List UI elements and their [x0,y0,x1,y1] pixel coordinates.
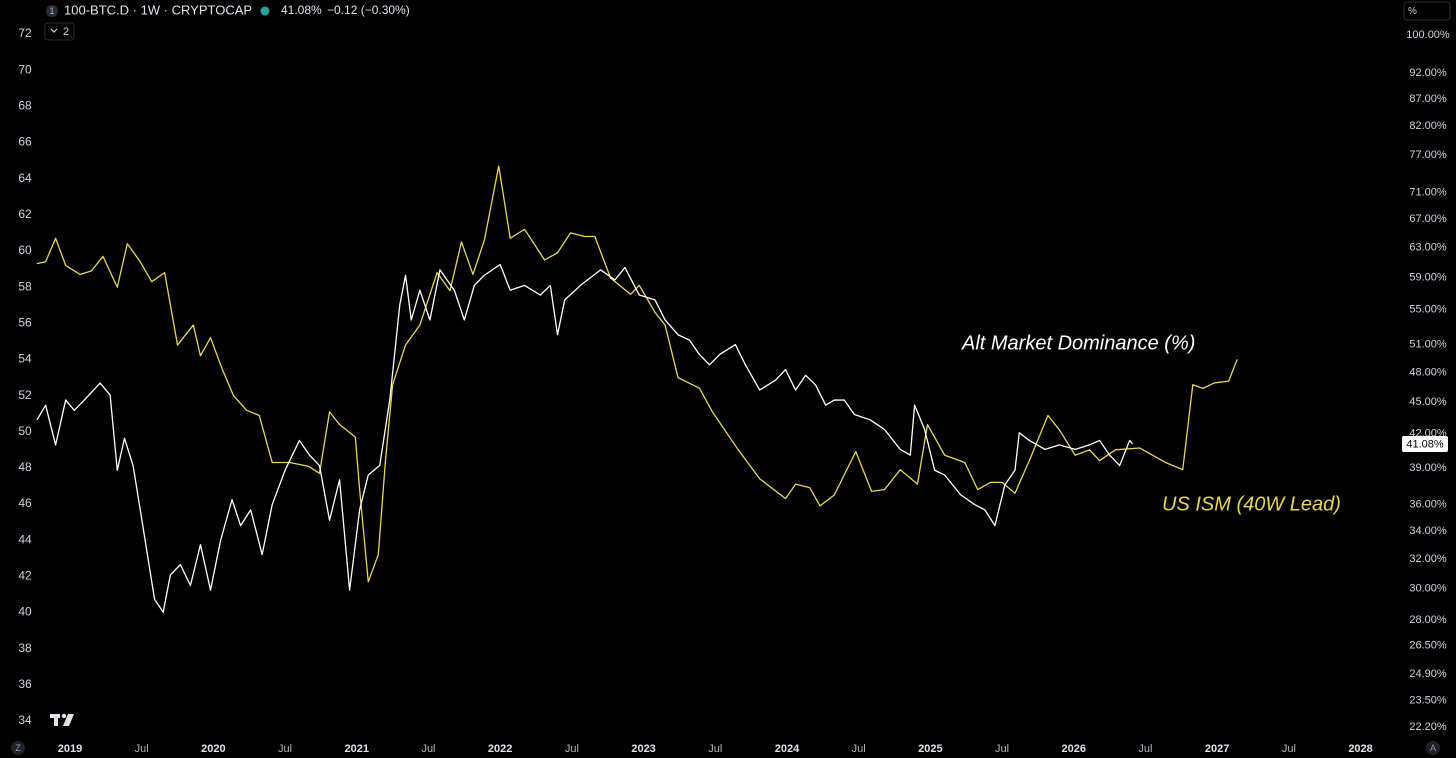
y2-tick-label: 24.90% [1409,668,1447,680]
y-tick-label: 66 [18,135,32,149]
y-tick-label: 44 [18,532,32,546]
pane-count: 2 [63,26,69,38]
y2-tick-label: 67.00% [1409,213,1447,225]
x-tick-label: 2027 [1205,743,1229,755]
status-dot [260,6,270,16]
y-tick-label: 52 [18,388,32,402]
x-tick-label: 2026 [1062,743,1086,755]
y-tick-label: 70 [18,62,32,76]
zoom-button[interactable] [11,741,25,755]
x-tick-label: Jul [421,743,435,755]
series-label: Alt Market Dominance (%) [961,332,1195,354]
y-tick-label: 36 [18,677,32,691]
series-index-badge[interactable] [46,5,58,17]
scale-mode: % [1408,6,1417,17]
last-value-badge [1402,436,1448,453]
series-line [36,263,1134,613]
y2-tick-label: 34.00% [1409,525,1447,537]
y-tick-label: 54 [18,352,32,366]
y2-tick-label: 28.00% [1409,614,1447,626]
chevron-icon [50,28,58,33]
y2-tick-label: 39.00% [1409,462,1447,474]
x-tick-label: 2022 [488,743,512,755]
x-tick-label: Jul [708,743,722,755]
y-tick-label: 40 [18,605,32,619]
x-tick-label: 2021 [345,743,369,755]
x-tick-label: 2028 [1348,743,1372,755]
y2-tick-label: 55.00% [1409,304,1447,316]
x-tick-label: Jul [565,743,579,755]
y-tick-label: 64 [18,171,32,185]
y2-tick-label: 51.00% [1409,338,1447,350]
y2-tick-label: 30.00% [1409,582,1447,594]
y-tick-label: 72 [18,26,32,40]
y2-tick-label: 32.00% [1409,553,1447,565]
y-tick-label: 46 [18,496,32,510]
series-index: 1 [49,6,54,16]
logo [50,713,74,726]
scale-mode-button[interactable] [1403,1,1451,21]
y-tick-label: 58 [18,279,32,293]
y2-tick-label: 48.00% [1409,366,1447,378]
y-tick-label: 56 [18,315,32,329]
y2-tick-label: 63.00% [1409,241,1447,253]
y-tick-label: 60 [18,243,32,257]
y2-tick-label: 77.00% [1409,149,1447,161]
series-label: US ISM (40W Lead) [1162,493,1341,515]
y2-tick-label: 92.00% [1409,67,1447,79]
symbol-title[interactable]: 100-BTC.D · 1W · CRYPTOCAP [64,2,252,17]
y2-tick-label: 59.00% [1409,271,1447,283]
y2-tick-label: 87.00% [1409,93,1447,105]
last-value-badge-label: 41.08% [1406,438,1444,450]
x-tick-label: Jul [1282,743,1296,755]
y-tick-label: 62 [18,207,32,221]
y2-tick-label: 36.00% [1409,499,1447,511]
change: −0.12 (−0.30%) [327,3,410,17]
collapse-button[interactable] [44,22,75,41]
auto-scale-button[interactable] [1426,741,1440,755]
y-tick-label: 38 [18,641,32,655]
y2-tick-label: 26.50% [1409,639,1447,651]
y-tick-label: 42 [18,569,32,583]
auto-scale-label: A [1430,743,1436,753]
x-tick-label: 2023 [631,743,655,755]
x-tick-label: Jul [135,743,149,755]
x-tick-label: 2025 [918,743,942,755]
series-line [36,165,1238,583]
y2-tick-label: 22.20% [1409,721,1447,733]
y2-tick-label: 45.00% [1409,396,1447,408]
last-value: 41.08% [281,3,322,17]
y2-tick-label: 100.00% [1406,29,1450,41]
x-tick-label: 2019 [58,743,82,755]
x-tick-label: Jul [278,743,292,755]
y2-tick-label: 82.00% [1409,120,1447,132]
y-tick-label: 34 [18,713,32,727]
y2-tick-label: 23.50% [1409,695,1447,707]
y-tick-label: 48 [18,460,32,474]
x-tick-label: 2024 [775,743,800,755]
y-tick-label: 50 [18,424,32,438]
zoom-label: Z [15,743,21,753]
y-tick-label: 68 [18,98,32,112]
x-tick-label: Jul [1138,743,1152,755]
y2-tick-label: 71.00% [1409,186,1447,198]
plot-area [36,165,1238,613]
x-tick-label: 2020 [201,743,225,755]
x-tick-label: Jul [995,743,1009,755]
x-tick-label: Jul [852,743,866,755]
